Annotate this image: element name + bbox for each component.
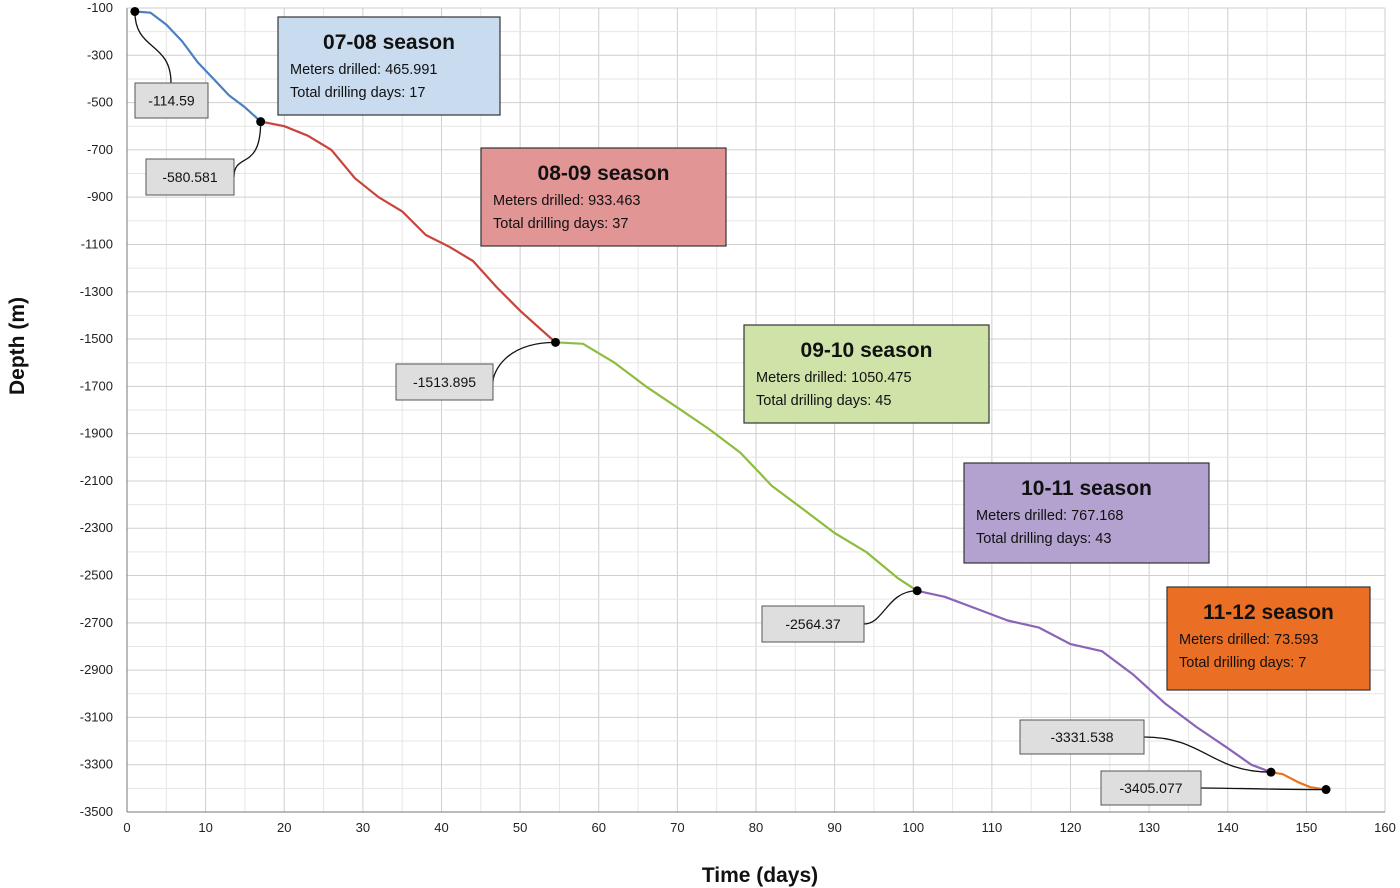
season-box	[277, 16, 501, 116]
callout-label: -580.581	[162, 169, 217, 185]
x-tick-label: 160	[1374, 820, 1396, 835]
y-tick-label: -1700	[80, 378, 113, 393]
data-point-marker	[912, 586, 922, 596]
season-box-title: 08-09 season	[538, 162, 670, 185]
series-lines	[134, 10, 1327, 791]
season-box	[963, 462, 1210, 564]
y-tick-label: -500	[87, 95, 113, 110]
callout-box	[1019, 719, 1145, 755]
y-tick-label: -2300	[80, 520, 113, 535]
y-tick-label: -1500	[80, 331, 113, 346]
season-box-title: 11-12 season	[1203, 601, 1334, 624]
season-box-days: Total drilling days: 17	[290, 85, 425, 101]
data-point-marker	[1321, 785, 1331, 795]
season-box-meters: Meters drilled: 1050.475	[756, 370, 912, 386]
season-box-meters: Meters drilled: 933.463	[493, 193, 641, 209]
callout-label: -1513.895	[413, 374, 476, 390]
season-box-title: 07-08 season	[323, 31, 455, 54]
callout-box	[761, 605, 865, 643]
x-tick-label: 130	[1138, 820, 1160, 835]
season-box	[1166, 586, 1371, 691]
y-tick-label: -1100	[81, 236, 113, 251]
y-axis-title: Depth (m)	[6, 297, 29, 395]
data-point-marker	[1266, 767, 1276, 777]
series-line	[260, 120, 557, 344]
callout-leader	[233, 121, 262, 178]
x-tick-label: 10	[198, 820, 212, 835]
season-box-meters: Meters drilled: 465.991	[290, 62, 438, 78]
series-line	[916, 589, 1272, 774]
season-box-meters: Meters drilled: 767.168	[976, 508, 1124, 524]
callout-box	[395, 363, 494, 401]
x-tick-label: 70	[670, 820, 684, 835]
data-point-marker	[130, 6, 140, 16]
callout-box	[1100, 770, 1202, 806]
callout-box	[134, 82, 209, 119]
x-tick-label: 60	[592, 820, 606, 835]
season-boxes: 07-08 season Meters drilled: 465.991 Total…	[277, 16, 1371, 691]
x-tick-label: 90	[827, 820, 841, 835]
season-box-title: 09-10 season	[801, 339, 933, 362]
data-point-marker	[256, 117, 266, 127]
season-box-days: Total drilling days: 45	[756, 393, 891, 409]
axes	[126, 8, 1385, 813]
y-tick-label: -1900	[80, 426, 113, 441]
callouts: -114.59 -580.581 -1513.895 -2564.37 -3331.53…	[130, 6, 1331, 806]
y-tick-label: -2100	[80, 473, 113, 488]
season-box	[480, 147, 727, 247]
y-tick-label: -300	[87, 47, 113, 62]
callout-leader	[492, 341, 556, 383]
season-box-days: Total drilling days: 43	[976, 531, 1111, 547]
y-tick-label: -3100	[80, 709, 113, 724]
callout-label: -114.59	[148, 93, 195, 109]
x-tick-label: 50	[513, 820, 527, 835]
x-tick-label: 80	[749, 820, 763, 835]
callout-box	[145, 158, 235, 196]
season-box-meters: Meters drilled: 73.593	[1179, 632, 1318, 648]
y-tick-label: -2700	[80, 615, 113, 630]
x-tick-label: 100	[902, 820, 924, 835]
x-axis-title: Time (days)	[702, 864, 818, 887]
season-box-title: 10-11 season	[1021, 477, 1152, 500]
season-box-days: Total drilling days: 37	[493, 216, 628, 232]
y-tick-label: -3500	[80, 804, 113, 819]
callout-leader	[1143, 736, 1271, 773]
series-line	[555, 341, 918, 592]
y-tick-label: -700	[87, 142, 113, 157]
season-box	[743, 324, 990, 424]
y-tick-label: -2900	[80, 662, 113, 677]
callout-leader	[1200, 787, 1327, 791]
callout-label: -3405.077	[1119, 780, 1182, 796]
data-point-marker	[551, 337, 561, 347]
x-tick-label: 150	[1296, 820, 1318, 835]
tick-labels: 0 10 20 30 40 50 60 70 80 90 100 110 120 130 140 150 160…	[80, 0, 1396, 835]
x-tick-label: 120	[1060, 820, 1082, 835]
x-tick-label: 20	[277, 820, 291, 835]
grid	[126, 7, 1386, 813]
series-line	[134, 10, 262, 123]
x-tick-label: 140	[1217, 820, 1239, 835]
callout-label: -3331.538	[1050, 729, 1113, 745]
y-tick-label: -1300	[80, 284, 113, 299]
y-tick-label: -900	[87, 189, 113, 204]
x-tick-label: 30	[356, 820, 370, 835]
x-tick-label: 0	[123, 820, 130, 835]
x-tick-label: 40	[434, 820, 448, 835]
season-box-days: Total drilling days: 7	[1179, 655, 1306, 671]
y-tick-label: -3300	[80, 757, 113, 772]
series-line	[1270, 771, 1327, 791]
callout-leader	[134, 11, 172, 84]
callout-leader	[863, 590, 918, 625]
y-tick-label: -2500	[80, 568, 113, 583]
x-tick-label: 110	[982, 820, 1003, 835]
y-tick-label: -100	[87, 0, 113, 15]
callout-label: -2564.37	[785, 616, 840, 632]
